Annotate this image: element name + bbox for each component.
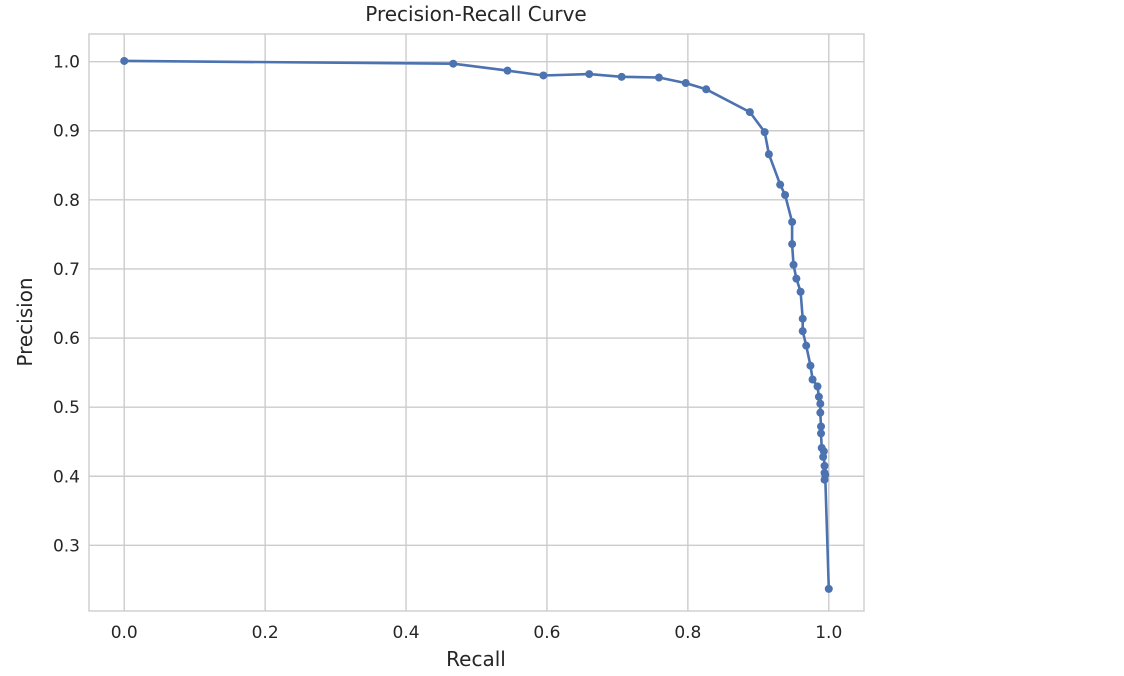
grid	[89, 34, 864, 611]
pr-point	[802, 341, 811, 350]
y-tick-label: 0.9	[53, 122, 80, 142]
pr-point	[814, 392, 823, 401]
series-layer	[120, 56, 833, 593]
pr-point	[764, 150, 773, 159]
x-tick-label: 0.2	[252, 623, 279, 643]
pr-point	[745, 108, 754, 117]
pr-point	[788, 217, 797, 226]
pr-point	[821, 470, 830, 479]
pr-point	[585, 70, 594, 79]
pr-point	[539, 71, 548, 80]
pr-point	[792, 274, 801, 283]
y-tick-label: 0.8	[53, 191, 80, 211]
pr-point	[503, 66, 512, 75]
pr-point	[806, 361, 815, 370]
pr-point	[808, 375, 817, 384]
pr-point	[813, 382, 822, 391]
x-axis-label: Recall	[446, 647, 506, 671]
x-tick-label: 0.8	[674, 623, 701, 643]
y-tick-label: 0.6	[53, 329, 80, 349]
pr-point	[776, 180, 785, 189]
pr-curve-line	[124, 59, 831, 589]
pr-point	[449, 59, 458, 68]
x-tick-label: 0.6	[533, 623, 560, 643]
pr-point	[820, 461, 829, 470]
pr-point	[817, 429, 826, 438]
pr-point	[681, 79, 690, 88]
plot-frame	[88, 33, 865, 612]
y-tick-label: 0.3	[53, 536, 80, 556]
y-tick-label: 1.0	[53, 53, 80, 73]
pr-point	[617, 72, 626, 81]
pr-point	[781, 191, 790, 200]
pr-point	[120, 56, 129, 65]
x-tick-label: 0.4	[393, 623, 420, 643]
y-axis-label: Precision	[13, 277, 37, 366]
pr-point	[798, 314, 807, 323]
pr-point	[789, 260, 798, 269]
y-tick-label: 0.4	[53, 467, 80, 487]
pr-point	[816, 399, 825, 408]
x-tick-label: 1.0	[815, 623, 842, 643]
pr-point	[702, 85, 711, 94]
y-tick-label: 0.7	[53, 260, 80, 280]
y-tick-label: 0.5	[53, 398, 80, 418]
chart-title: Precision-Recall Curve	[365, 2, 586, 26]
pr-point	[824, 584, 833, 593]
pr-point	[817, 422, 826, 431]
pr-point	[819, 447, 828, 456]
pr-point	[654, 73, 663, 82]
pr-point	[760, 128, 769, 137]
pr-point	[816, 408, 825, 417]
pr-point	[788, 240, 797, 249]
tick-labels: 0.0 0.2 0.4 0.6 0.8 1.0 0.3 0.4 0.5 0.6 0.7 0.8 0.9 1…	[53, 53, 842, 643]
pr-point	[796, 287, 805, 296]
x-tick-label: 0.0	[111, 623, 138, 643]
pr-point	[798, 327, 807, 336]
